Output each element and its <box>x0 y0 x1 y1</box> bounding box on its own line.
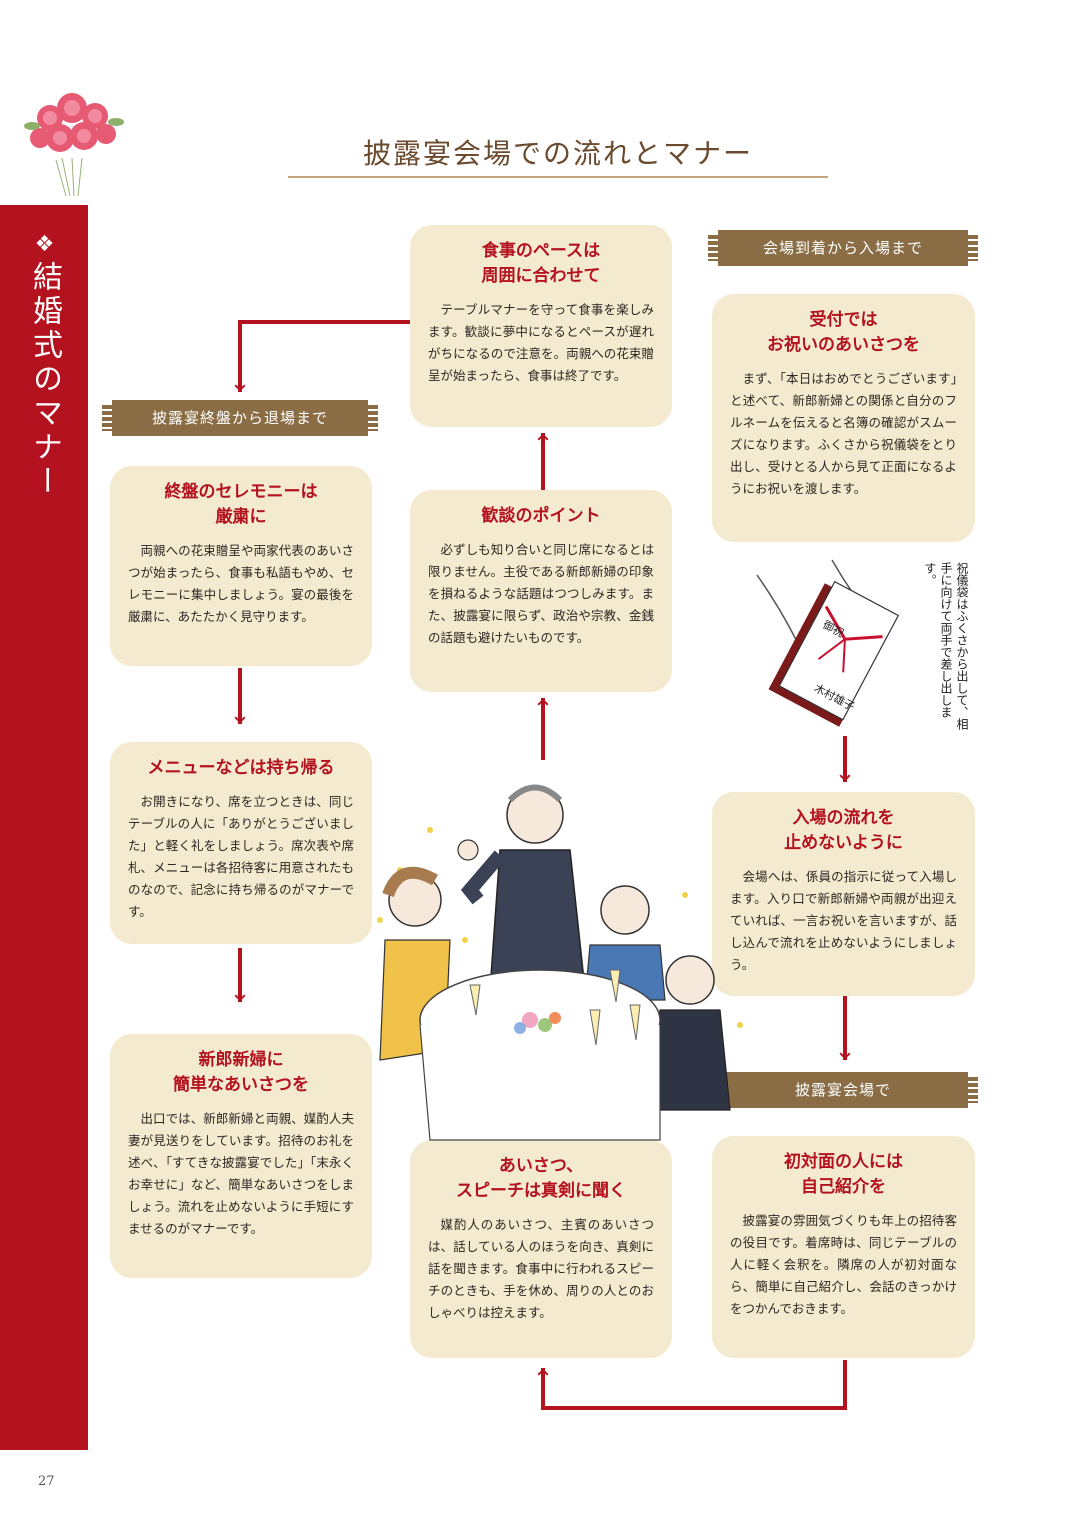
box-menu-title: メニューなどは持ち帰る <box>147 758 335 778</box>
box-intro-body: 披露宴の雰囲気づくりも年上の招待客の役目です。着席時は、同じテーブルの人に軽く会… <box>730 1213 957 1316</box>
title-line-2: 厳粛に <box>215 507 267 527</box>
box-chat-title: 歓談のポイント <box>481 506 601 526</box>
arrow-meal-to-ending <box>234 320 412 392</box>
box-intro-title: 初対面の人には 自己紹介を <box>730 1150 957 1200</box>
wedding-table-illustration <box>377 784 743 1141</box>
box-ceremony: 終盤のセレモニーは 厳粛に 両親への花束贈呈や両家代表のあいさつが始まったら、食事… <box>110 466 372 666</box>
envelope-note: 祝儀袋はふくさから出して、相手に向けて両手で差し出します。 <box>923 562 969 730</box>
box-chat: 歓談のポイント 必ずしも知り合いと同じ席になるとは限りません。主役である新郎新婦… <box>410 490 672 692</box>
box-meal-title: 食事のペースは 周囲に合わせて <box>428 239 654 289</box>
box-reception: 受付ではお祝いのあいさつを まず、「本日はおめでとうございます」と述べて、新郎新… <box>712 294 975 542</box>
title-line-1: 初対面の人には <box>784 1152 903 1172</box>
box-ceremony-title: 終盤のセレモニーは 厳粛に <box>128 480 354 530</box>
sidebar-title-text: 結婚式のマナー <box>27 261 62 499</box>
standing-man <box>457 784 586 991</box>
box-reception-title: 受付ではお祝いのあいさつを <box>730 308 957 358</box>
box-speech: あいさつ、スピーチは真剣に聞く 媒酌人のあいさつ、主賓のあいさつは、話している人… <box>410 1140 672 1358</box>
diamond-ornament-icon: ❖ <box>32 232 57 261</box>
box-chat-body: 必ずしも知り合いと同じ席になるとは限りません。主役である新郎新婦の印象を損ねるよ… <box>428 542 654 645</box>
box-exit-body: 出口では、新郎新婦と両親、媒酌人夫妻が見送りをしています。招待のお礼を述べ、「す… <box>128 1111 354 1236</box>
title-line-2: 自己紹介を <box>801 1177 886 1197</box>
banner-ending: 披露宴終盤から退場まで <box>102 400 378 436</box>
page-number: 27 <box>38 1474 55 1489</box>
box-exit-title: 新郎新婦に簡単なあいさつを <box>128 1048 354 1098</box>
box-intro: 初対面の人には 自己紹介を 披露宴の雰囲気づくりも年上の招待客の役目です。着席時は… <box>712 1136 975 1358</box>
title-line-2: スピーチは真剣に聞く <box>456 1181 626 1201</box>
box-menu-body: お開きになり、席を立つときは、同じテーブルの人に「ありがとうございました」と軽く… <box>128 794 354 919</box>
title-line-1: 入場の流れを <box>792 808 895 828</box>
box-entry-title: 入場の流れを 止めないように <box>730 806 957 856</box>
centerpiece <box>514 1012 561 1034</box>
page-title: 披露宴会場での流れとマナー <box>362 137 753 170</box>
title-line-1: 食事のペースは <box>481 241 601 261</box>
box-meal: 食事のペースは 周囲に合わせて テーブルマナーを守って食事を楽しみます。歓談に夢中… <box>410 225 672 427</box>
sidebar-band <box>0 205 88 1450</box>
arrow-intro-to-speech <box>537 1360 847 1410</box>
title-line-2: お祝いのあいさつを <box>767 335 920 355</box>
title-line-1: 終盤のセレモニーは <box>164 482 318 502</box>
title-line-1: あいさつ、 <box>498 1156 584 1176</box>
gift-envelope-illustration: 御祝 木村雄子 <box>756 559 900 727</box>
seated-man <box>649 955 731 1111</box>
title-line-2: 周囲に合わせて <box>481 266 601 286</box>
box-reception-body: まず、「本日はおめでとうございます」と述べて、新郎新婦との関係と自分のフルネーム… <box>730 371 957 496</box>
box-speech-title: あいさつ、スピーチは真剣に聞く <box>428 1154 654 1204</box>
bouquet-icon <box>24 93 124 197</box>
title-line-2: 止めないように <box>784 833 903 853</box>
box-meal-body: テーブルマナーを守って食事を楽しみます。歓談に夢中になるとペースが遅れがちになる… <box>428 302 654 383</box>
box-speech-body: 媒酌人のあいさつ、主賓のあいさつは、話している人のほうを向き、真剣に話を聞きます… <box>428 1217 654 1320</box>
title-underline <box>288 176 828 178</box>
title-line-2: 簡単なあいさつを <box>173 1075 309 1095</box>
box-exit: 新郎新婦に簡単なあいさつを 出口では、新郎新婦と両親、媒酌人夫妻が見送りをしてい… <box>110 1034 372 1278</box>
banner-arrival: 会場到着から入場まで <box>708 230 978 266</box>
box-entry: 入場の流れを 止めないように 会場へは、係員の指示に従って入場します。入り口で新郎… <box>712 792 975 996</box>
title-line-1: 新郎新婦に <box>198 1050 284 1070</box>
banner-venue: 披露宴会場で <box>708 1072 978 1108</box>
title-line-1: 受付では <box>809 310 878 330</box>
box-menu: メニューなどは持ち帰る お開きになり、席を立つときは、同じテーブルの人に「ありが… <box>110 742 372 944</box>
sidebar-title: ❖結婚式のマナー <box>22 232 66 499</box>
box-entry-body: 会場へは、係員の指示に従って入場します。入り口で新郎新婦や両親が出迎えていれば、… <box>730 869 957 972</box>
box-ceremony-body: 両親への花束贈呈や両家代表のあいさつが始まったら、食事も私語もやめ、セレモニーに… <box>128 543 354 624</box>
